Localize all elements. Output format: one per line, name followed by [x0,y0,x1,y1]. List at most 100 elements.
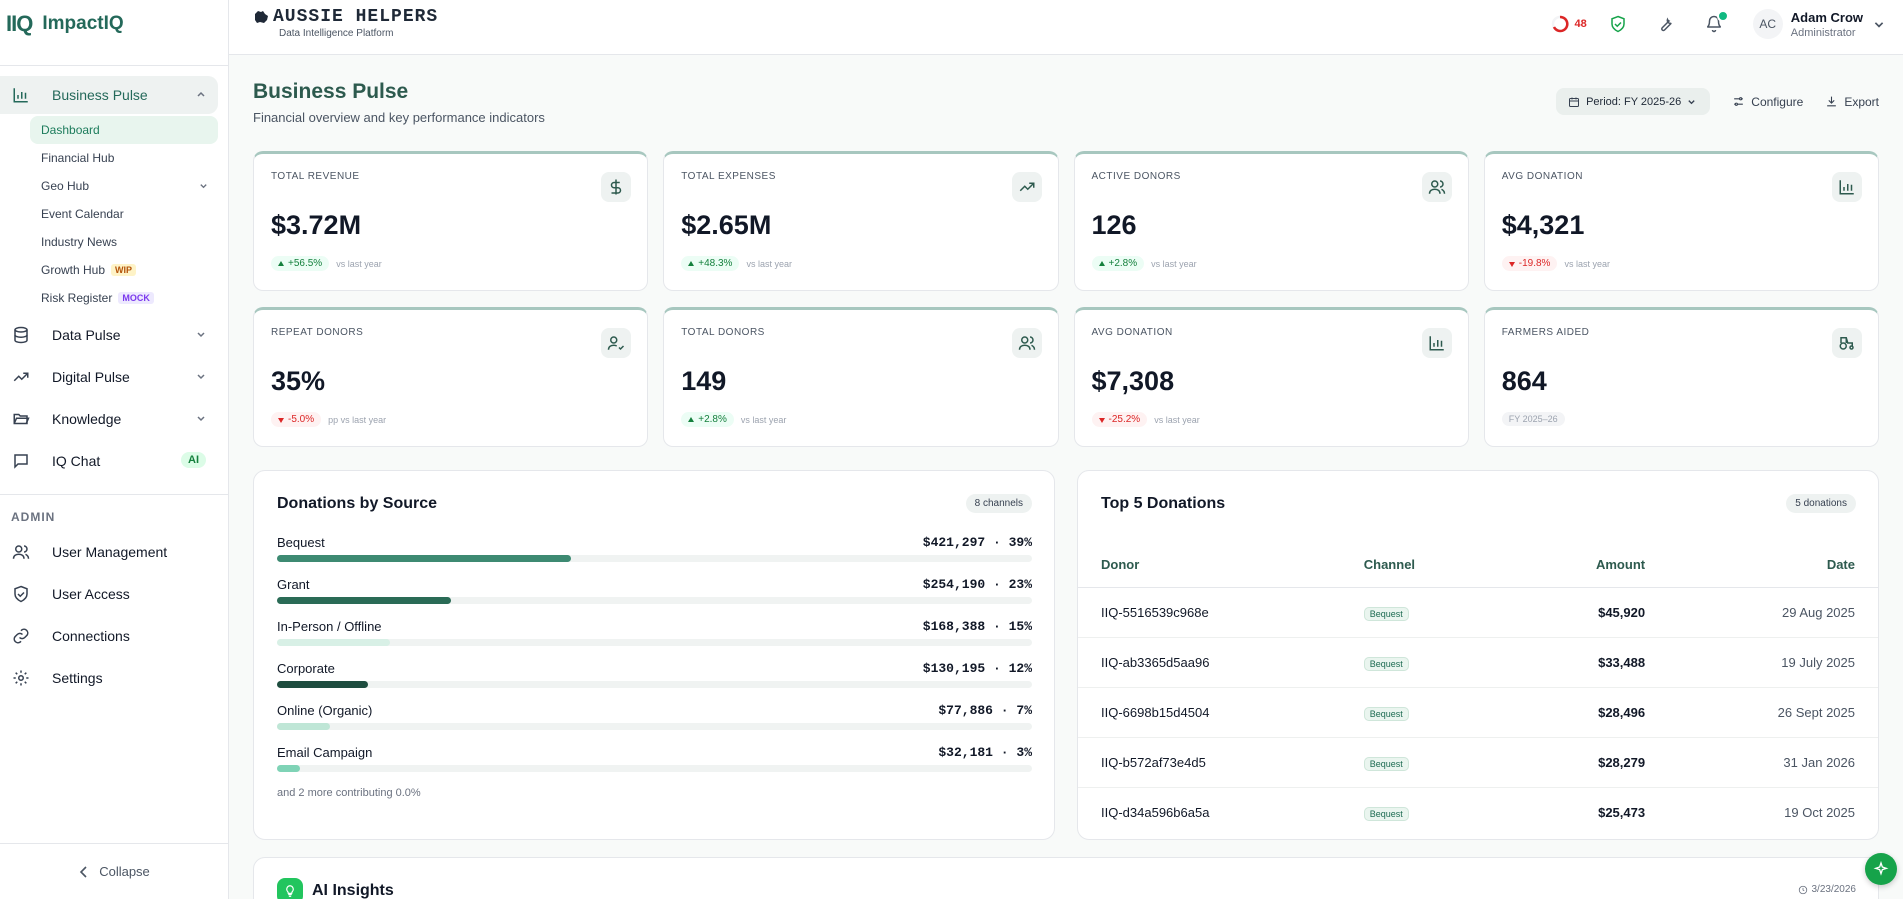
kpi-value: $2.65M [681,210,772,240]
sidebar-item-label: Data Pulse [52,327,121,343]
col-date[interactable]: Date [1668,543,1878,588]
sparkle-icon [1873,861,1889,876]
sidebar-item-label: User Access [52,586,130,602]
clock-icon [1798,885,1807,894]
kpi-change-badge: -5.0% [271,412,322,427]
table-row[interactable]: IIQ-6698b15d4504 Bequest $28,496 26 Sept 20… [1078,687,1878,738]
sidebar-divider [0,65,228,66]
table-row[interactable]: IIQ-5516539c968e Bequest $45,920 29 Aug 202… [1078,587,1878,638]
user-info[interactable]: Adam Crow Administrator [1791,10,1863,39]
col-amount[interactable]: Amount [1506,543,1669,588]
sidebar-subitem-event-calendar[interactable]: Event Calendar [30,200,218,228]
panel-title: Top 5 Donations [1101,495,1226,512]
gear-icon [13,670,29,686]
source-bar-track [277,723,1032,730]
amount-cell: $28,496 [1506,687,1669,738]
source-row: Email Campaign $32,181 · 3% [277,745,1032,787]
arrow-up-icon [688,416,695,422]
sync-status[interactable]: 48 [1551,15,1587,33]
kpi-card: REPEAT DONORS 35% -5.0% pp vs last year [253,307,649,447]
kpi-change: +56.5% [288,258,323,269]
subitem-label: Growth Hub [41,263,106,277]
brand-subtitle: Data Intelligence Platform [279,28,394,39]
bar-chart-icon [1421,328,1452,358]
sidebar-item-knowledge[interactable]: Knowledge [0,400,218,438]
sidebar-item-user-management[interactable]: User Management [0,533,218,571]
database-icon [14,326,28,344]
subitem-label: Dashboard [41,123,100,137]
sidebar-item-label: Connections [52,628,130,644]
source-row: Corporate $130,195 · 12% [277,661,1032,703]
source-bar-fill [277,555,572,562]
configure-label: Configure [1751,94,1804,109]
sidebar-subitem-industry-news[interactable]: Industry News [30,228,218,256]
kpi-value: 35% [271,366,326,396]
donations-by-source-panel: Donations by Source 8 channels Bequest $4… [253,470,1055,840]
kpi-value: $7,308 [1091,366,1175,396]
kpi-label: TOTAL DONORS [681,327,765,338]
sidebar-subitem-geo-hub[interactable]: Geo Hub [30,172,218,200]
chevron-down-icon [200,184,207,189]
sidebar-subitem-financial-hub[interactable]: Financial Hub [30,144,218,172]
shield-check-icon[interactable] [1609,15,1627,33]
sidebar-item-connections[interactable]: Connections [0,617,218,655]
kpi-card: FARMERS AIDED 864 FY 2025–26 [1483,307,1879,447]
period-select[interactable]: Period: FY 2025-26 [1556,88,1711,115]
users-icon [1421,172,1452,202]
table-row[interactable]: IIQ-b572af73e4d5 Bequest $28,279 31 Jan 202… [1078,737,1878,788]
sidebar-item-user-access[interactable]: User Access [0,575,218,613]
sidebar-item-iq-chat[interactable]: IQ Chat AI [0,442,218,480]
channel-pill: Bequest [1363,606,1409,621]
arrow-down-icon [278,417,284,423]
source-name: Email Campaign [277,745,373,760]
sidebar-subitem-growth-hub[interactable]: Growth Hub WIP [30,256,218,284]
kpi-note: pp vs last year [328,414,387,425]
kpi-note: vs last year [1154,414,1200,425]
chevron-down-icon [197,332,205,338]
col-donor[interactable]: Donor [1078,543,1341,588]
trending-up-icon [1011,172,1042,202]
sidebar-subitem-risk-register[interactable]: Risk Register MOCK [30,284,218,312]
col-channel[interactable]: Channel [1340,543,1507,588]
amount-cell: $25,473 [1598,804,1646,820]
sidebar-item-label: Business Pulse [52,87,148,103]
collapse-label: Collapse [99,864,150,879]
sidebar-subitem-dashboard[interactable]: Dashboard [30,116,218,144]
arrow-down-icon [1508,261,1515,267]
source-value: $130,195 · 12% [922,661,1032,676]
app-logo[interactable]: IIQ ImpactIQ [0,0,228,48]
source-row: Grant $254,190 · 23% [277,577,1032,619]
date-cell: 19 July 2025 [1668,637,1878,688]
kpi-label: TOTAL REVENUE [271,171,360,182]
table-row[interactable]: IIQ-ab3365d5aa96 Bequest $33,488 19 July 20… [1078,637,1878,688]
chevron-down-icon[interactable] [1873,18,1885,30]
subitem-label: Event Calendar [41,207,124,221]
date-cell: 31 Jan 2026 [1668,737,1878,788]
ai-date-text: 3/23/2026 [1811,884,1857,895]
channel-cell: Bequest [1340,687,1507,738]
date-cell: 19 Oct 2025 [1784,804,1855,820]
configure-button[interactable]: Configure [1732,95,1803,109]
table-row[interactable]: IIQ-d34a596b6a5a Bequest $25,473 19 Oct 202… [1078,787,1878,837]
channel-cell: Bequest [1341,787,1507,837]
kpi-change-badge: -25.2% [1091,412,1148,427]
ai-assistant-button[interactable] [1865,853,1897,885]
date-cell: 26 Sept 2025 [1668,687,1878,738]
avatar[interactable]: AC [1752,9,1783,39]
chevron-down-icon [197,374,205,380]
main-content: AUSSIE HELPERS Data Intelligence Platfor… [229,0,1903,899]
kpi-value: $3.72M [271,210,362,240]
notifications-button[interactable] [1705,10,1729,33]
sidebar-item-settings[interactable]: Settings [0,659,218,697]
admin-section-label: ADMIN [11,510,56,524]
source-value: $421,297 · 39% [922,535,1032,550]
sidebar-item-digital-pulse[interactable]: Digital Pulse [0,358,218,396]
export-button[interactable]: Export [1825,95,1879,109]
sidebar-item-data-pulse[interactable]: Data Pulse [0,316,218,354]
collapse-button[interactable]: Collapse [0,843,229,899]
wrench-icon[interactable] [1657,15,1675,33]
sidebar-item-business-pulse[interactable]: Business Pulse [0,76,218,114]
logo-name: ImpactIQ [42,13,123,35]
source-row: Online (Organic) $77,886 · 7% [277,703,1032,745]
logo-mark: IIQ [6,11,33,36]
